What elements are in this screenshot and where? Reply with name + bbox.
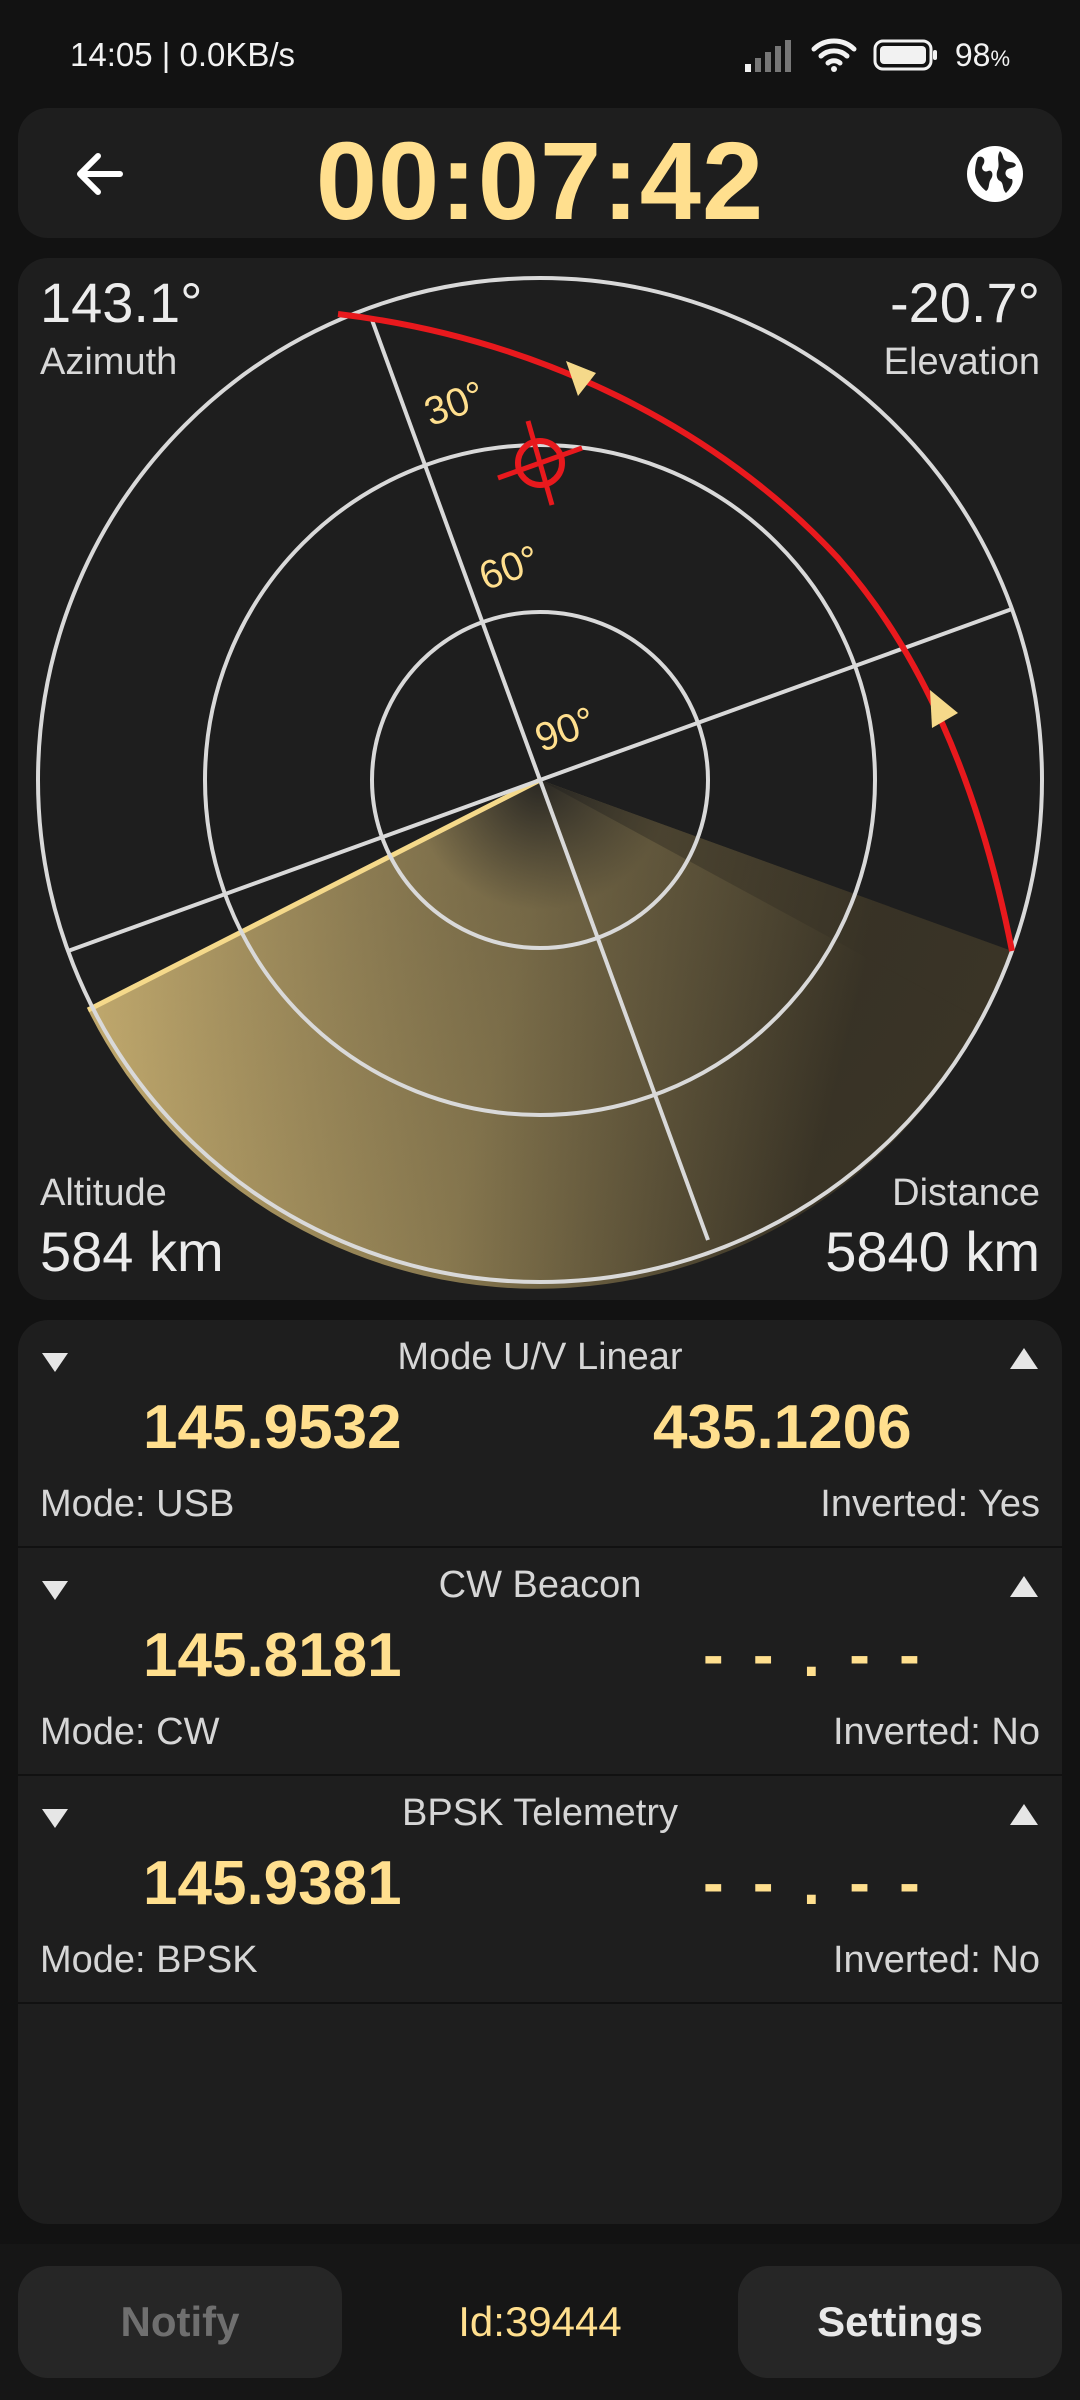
signal-icon bbox=[743, 38, 795, 72]
globe-map-button[interactable] bbox=[964, 143, 1026, 205]
ring-label-30: 30° bbox=[419, 373, 491, 435]
timer-header: 00:07:42 bbox=[18, 108, 1062, 243]
transmitter-item[interactable]: Mode U/V Linear 145.9532 435.1206 Mode: … bbox=[18, 1320, 1062, 1548]
battery-unit: % bbox=[990, 45, 1010, 71]
distance-readout: Distance 5840 km bbox=[825, 1172, 1040, 1284]
uplink-frequency: 145.9381 bbox=[143, 1849, 402, 1918]
transmitter-title: Mode U/V Linear bbox=[397, 1336, 683, 1378]
downlink-arrow-icon bbox=[42, 1353, 68, 1372]
battery-icon bbox=[873, 38, 939, 72]
azimuth-value: 143.1° bbox=[40, 271, 203, 334]
polar-radar-card: 30° 60° 90° 143.1° Azimuth -20.7° Elevat… bbox=[18, 258, 1062, 1300]
downlink-arrow-icon bbox=[42, 1809, 68, 1828]
azimuth-readout: 143.1° Azimuth bbox=[40, 270, 203, 384]
ring-30 bbox=[203, 443, 877, 1117]
arrow-left-icon bbox=[77, 153, 123, 195]
track-direction-arrow bbox=[566, 361, 596, 396]
azimuth-label: Azimuth bbox=[40, 341, 178, 383]
transmitter-mode: Mode: BPSK bbox=[40, 1939, 258, 1981]
uplink-frequency: 145.8181 bbox=[143, 1621, 402, 1690]
status-time-speed: 14:05 | 0.0KB/s bbox=[70, 36, 296, 73]
ring-60 bbox=[370, 610, 710, 950]
transmitter-list: Mode U/V Linear 145.9532 435.1206 Mode: … bbox=[18, 1320, 1062, 2224]
battery-percentage: 98% bbox=[955, 37, 1010, 74]
transmitter-item[interactable]: BPSK Telemetry 145.9381 - - . - - Mode: … bbox=[18, 1776, 1062, 2004]
distance-value: 5840 km bbox=[825, 1220, 1040, 1283]
notify-button[interactable]: Notify bbox=[18, 2266, 342, 2378]
status-bar: 14:05 | 0.0KB/s bbox=[0, 0, 1080, 110]
elevation-value: -20.7° bbox=[889, 271, 1040, 334]
downlink-frequency: - - . - - bbox=[703, 1849, 926, 1918]
axis-ew bbox=[67, 607, 1013, 953]
altitude-value: 584 km bbox=[40, 1220, 224, 1283]
bottom-bar: Notify Id:39444 Settings bbox=[0, 2244, 1080, 2400]
transmitter-title: BPSK Telemetry bbox=[402, 1792, 678, 1834]
polar-radar-plot: 30° 60° 90° bbox=[36, 276, 1044, 1289]
globe-icon bbox=[967, 146, 1023, 202]
ring-label-90: 90° bbox=[529, 699, 601, 761]
downlink-frequency: 435.1206 bbox=[653, 1393, 912, 1462]
altitude-label: Altitude bbox=[40, 1172, 167, 1214]
uplink-frequency: 145.9532 bbox=[143, 1393, 402, 1462]
uplink-arrow-icon bbox=[1010, 1576, 1038, 1597]
back-button[interactable] bbox=[70, 144, 130, 204]
distance-label: Distance bbox=[892, 1172, 1040, 1214]
settings-button[interactable]: Settings bbox=[738, 2266, 1062, 2378]
transmitter-inverted: Inverted: Yes bbox=[820, 1483, 1040, 1525]
transmitter-inverted: Inverted: No bbox=[833, 1711, 1040, 1753]
battery-level: 98 bbox=[954, 36, 991, 73]
ring-horizon bbox=[36, 276, 1044, 1284]
uplink-arrow-icon bbox=[1010, 1804, 1038, 1825]
transmitter-inverted: Inverted: No bbox=[833, 1939, 1040, 1981]
ring-label-60: 60° bbox=[473, 537, 545, 599]
transmitter-mode: Mode: USB bbox=[40, 1483, 235, 1525]
elevation-readout: -20.7° Elevation bbox=[884, 270, 1040, 384]
satellite-position-marker bbox=[497, 420, 583, 506]
altitude-readout: Altitude 584 km bbox=[40, 1172, 224, 1284]
wifi-icon bbox=[811, 37, 857, 73]
status-icons: 98% bbox=[743, 37, 1010, 74]
downlink-frequency: - - . - - bbox=[703, 1621, 926, 1690]
transmitter-mode: Mode: CW bbox=[40, 1711, 220, 1753]
downlink-arrow-icon bbox=[42, 1581, 68, 1600]
elevation-label: Elevation bbox=[883, 341, 1040, 383]
uplink-arrow-icon bbox=[1010, 1348, 1038, 1369]
transmitter-item[interactable]: CW Beacon 145.8181 - - . - - Mode: CW In… bbox=[18, 1548, 1062, 1776]
track-direction-arrow bbox=[930, 690, 958, 728]
transmitter-title: CW Beacon bbox=[438, 1564, 642, 1606]
pass-countdown-timer: 00:07:42 bbox=[315, 120, 765, 243]
satellite-id: Id:39444 bbox=[458, 2298, 622, 2345]
satellite-track bbox=[337, 311, 1015, 952]
